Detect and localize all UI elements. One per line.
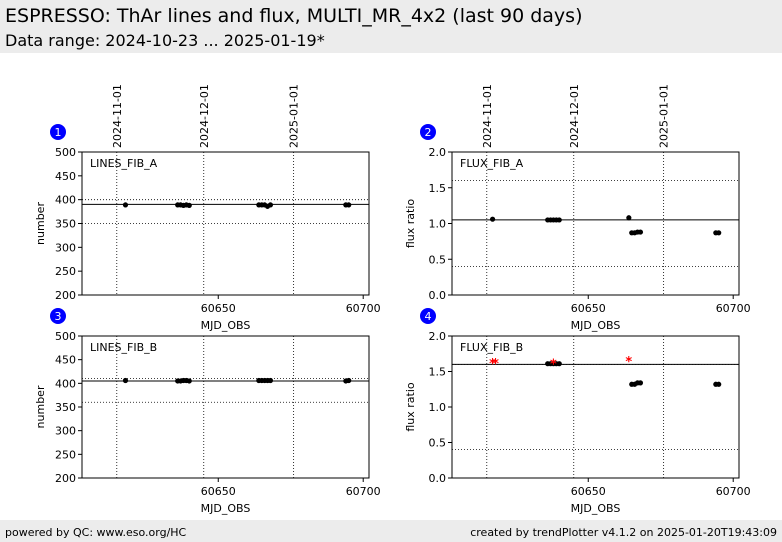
panel-2-y-tick-label-4: 1.5 bbox=[429, 182, 447, 195]
panel-3-y-tick-label-3: 300 bbox=[55, 425, 76, 438]
panel-3-badge-number: 3 bbox=[55, 310, 62, 323]
panel-2-date-label-1: 2024-11-01 bbox=[481, 84, 494, 148]
panel-2-frame bbox=[451, 151, 740, 296]
panel-2-panel-label: FLUX_FIB_A bbox=[460, 157, 524, 170]
panel-4-data-point-5 bbox=[556, 361, 562, 367]
panel-4-badge-number: 4 bbox=[425, 310, 432, 323]
panel-3-y-tick-label-5: 400 bbox=[55, 377, 76, 390]
panel-4-outlier-point-4: * bbox=[625, 355, 632, 370]
panel-1-date-label-2: 2024-12-01 bbox=[198, 84, 211, 148]
panel-4-x-tick-label-1: 60650 bbox=[571, 485, 606, 498]
panel-3-y-axis-label: number bbox=[34, 385, 47, 428]
panel-1-y-axis-label: number bbox=[34, 202, 47, 245]
panel-3-x-tick-label-2: 60700 bbox=[346, 485, 381, 498]
panel-1-badge-number: 1 bbox=[55, 126, 62, 139]
panel-1-panel-label: LINES_FIB_A bbox=[90, 157, 158, 170]
panel-2-y-axis-label: flux ratio bbox=[404, 199, 417, 249]
panel-2-badge bbox=[420, 124, 436, 140]
panel-3-y-tick-label-2: 250 bbox=[55, 448, 76, 461]
panel-2-data-point-1 bbox=[489, 216, 496, 222]
panel-4-outlier-point-2: * bbox=[492, 357, 499, 372]
report-footer: powered by QC: www.eso.org/HC created by… bbox=[0, 520, 782, 542]
panel-1-x-tick-label-1: 60650 bbox=[201, 302, 236, 315]
panel-3-x-axis-label: MJD_OBS bbox=[201, 502, 251, 515]
panel-2-y-tick-label-1: 0.0 bbox=[429, 289, 447, 302]
panel-4-data-point-11 bbox=[716, 381, 722, 387]
panel-2-y-tick-label-3: 1.0 bbox=[429, 218, 447, 231]
report-header: ESPRESSO: ThAr lines and flux, MULTI_MR_… bbox=[0, 0, 782, 53]
panel-3-badge bbox=[50, 308, 66, 324]
footer-created-by: created by trendPlotter v4.1.2 on 2025-0… bbox=[470, 526, 777, 539]
panel-3-panel-label: LINES_FIB_B bbox=[90, 341, 157, 354]
panel-2-date-label-3: 2025-01-01 bbox=[658, 84, 671, 148]
panel-1-y-tick-label-2: 250 bbox=[55, 265, 76, 278]
panel-1-y-tick-label-6: 450 bbox=[55, 170, 76, 183]
panel-2-x-tick-label-2: 60700 bbox=[716, 302, 751, 315]
panel-1-data-point-6 bbox=[186, 202, 192, 208]
panel-3-y-tick-label-7: 500 bbox=[55, 330, 76, 343]
panel-1-x-tick-label-2: 60700 bbox=[346, 302, 381, 315]
panel-1-y-tick-label-4: 350 bbox=[55, 218, 76, 231]
panel-4-y-tick-label-4: 1.5 bbox=[429, 366, 447, 379]
panel-1-y-tick-label-1: 200 bbox=[55, 289, 76, 302]
panel-4-outlier-point-1: * bbox=[489, 357, 496, 372]
panel-4-y-tick-label-1: 0.0 bbox=[429, 472, 447, 485]
panel-2-data-point-13 bbox=[716, 230, 722, 236]
panel-1-data-point-13 bbox=[346, 202, 352, 208]
page-title: ESPRESSO: ThAr lines and flux, MULTI_MR_… bbox=[5, 5, 583, 27]
panel-2-data-point-7 bbox=[626, 215, 632, 221]
panel-4-x-tick-label-2: 60700 bbox=[716, 485, 751, 498]
panel-3-data-point-6 bbox=[186, 378, 192, 384]
panel-1-y-tick-label-5: 400 bbox=[55, 194, 76, 207]
panel-3-y-tick-label-6: 450 bbox=[55, 354, 76, 367]
panel-2-data-point-11 bbox=[637, 229, 644, 235]
panel-1-date-label-1: 2024-11-01 bbox=[111, 84, 124, 148]
panel-3-y-tick-label-1: 200 bbox=[55, 472, 76, 485]
panel-2-data-point-6 bbox=[556, 217, 562, 223]
panel-4-y-tick-label-3: 1.0 bbox=[429, 401, 447, 414]
panel-2-y-tick-label-2: 0.5 bbox=[429, 253, 447, 266]
panel-3-y-tick-label-4: 350 bbox=[55, 401, 76, 414]
panel-3-data-point-11 bbox=[267, 377, 274, 384]
panel-1-data-point-11 bbox=[267, 202, 274, 208]
panel-2-date-label-2: 2024-12-01 bbox=[568, 84, 581, 148]
panel-3-data-point-1 bbox=[122, 377, 129, 384]
panel-4-panel-label: FLUX_FIB_B bbox=[460, 341, 523, 354]
footer-powered-by: powered by QC: www.eso.org/HC bbox=[5, 526, 187, 539]
panel-1-data-point-1 bbox=[122, 202, 129, 208]
panel-2-x-axis-label: MJD_OBS bbox=[571, 319, 621, 332]
trend-plots: 2024-11-01 2024-12-01 2025-01-01 200 250 300 3… bbox=[34, 84, 751, 515]
panel-1-badge bbox=[50, 124, 66, 140]
panel-3-x-tick-label-1: 60650 bbox=[201, 485, 236, 498]
panel-2-badge-number: 2 bbox=[425, 126, 432, 139]
panel-1-y-tick-label-7: 500 bbox=[55, 146, 76, 159]
panel-1-y-tick-label-3: 300 bbox=[55, 241, 76, 254]
panel-4-y-axis-label: flux ratio bbox=[404, 382, 417, 432]
panel-3-frame bbox=[81, 335, 370, 479]
panel-4-y-tick-label-2: 0.5 bbox=[429, 437, 447, 450]
page-subtitle: Data range: 2024-10-23 ... 2025-01-19* bbox=[5, 31, 325, 50]
panel-4-badge bbox=[420, 308, 436, 324]
panel-4-outlier-point-3: * bbox=[550, 358, 557, 373]
panel-4-data-point-9 bbox=[637, 380, 644, 386]
panel-1-x-axis-label: MJD_OBS bbox=[201, 319, 251, 332]
panel-3-data-point-13 bbox=[346, 377, 352, 384]
panel-1-date-label-3: 2025-01-01 bbox=[288, 84, 301, 148]
panel-2-x-tick-label-1: 60650 bbox=[571, 302, 606, 315]
panel-4-x-axis-label: MJD_OBS bbox=[571, 502, 621, 515]
panel-2-y-tick-label-5: 2.0 bbox=[429, 146, 447, 159]
panel-4-y-tick-label-5: 2.0 bbox=[429, 330, 447, 343]
